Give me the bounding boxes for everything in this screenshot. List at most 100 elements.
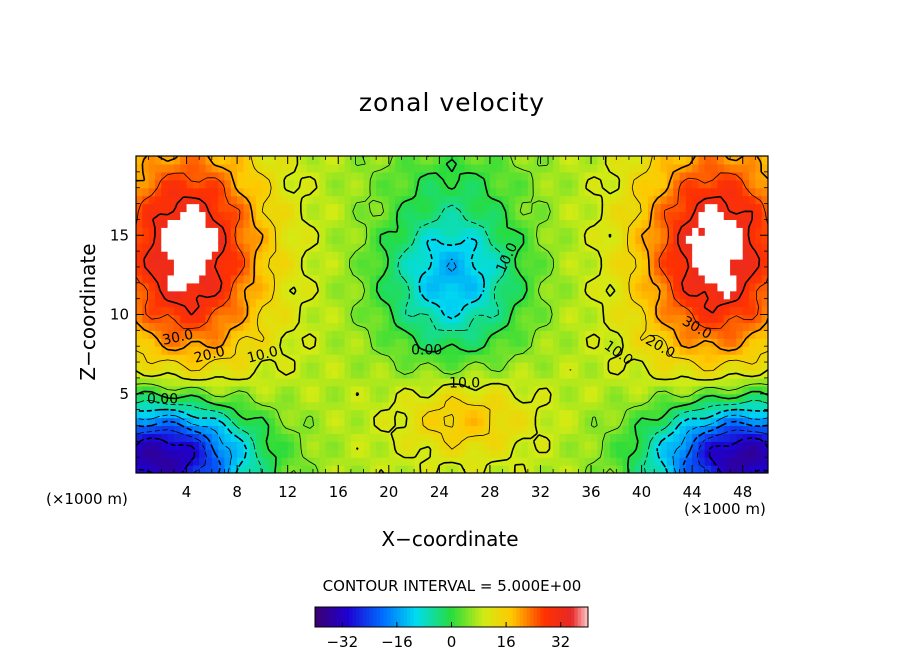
heatmap-cell (464, 465, 472, 473)
heatmap-cell (319, 227, 327, 236)
heatmap-cell (572, 401, 579, 411)
heatmap-cell (496, 156, 504, 165)
heatmap-cell (199, 171, 207, 181)
heatmap-cell (578, 219, 586, 228)
heatmap-cell (559, 298, 567, 308)
heatmap-cell (635, 243, 643, 252)
heatmap-cell (136, 322, 143, 331)
heatmap-cell (420, 433, 428, 442)
heatmap-cell (603, 251, 611, 260)
heatmap-cell (711, 417, 719, 427)
heatmap-cell (243, 346, 251, 355)
heatmap-cell (426, 171, 434, 181)
heatmap-cell (395, 156, 403, 165)
heatmap-cell (243, 314, 251, 324)
heatmap-cell (458, 393, 466, 403)
heatmap-cell (395, 401, 403, 411)
colorbar-swatch (386, 607, 391, 627)
heatmap-cell (660, 156, 668, 165)
heatmap-cell (363, 235, 371, 244)
heatmap-cell (388, 251, 396, 260)
heatmap-cell (357, 369, 365, 379)
heatmap-cell (553, 314, 561, 324)
heatmap-cell (357, 449, 365, 458)
heatmap-cell (167, 457, 175, 466)
heatmap-cell (369, 433, 377, 442)
heatmap-cell (173, 433, 181, 442)
heatmap-cell (350, 338, 358, 347)
heatmap-cell (477, 449, 485, 458)
heatmap-cell (572, 393, 579, 403)
heatmap-cell (186, 369, 194, 379)
heatmap-cell (578, 346, 586, 355)
heatmap-cell (685, 457, 693, 466)
heatmap-cell (546, 449, 554, 458)
heatmap-cell (382, 441, 390, 450)
heatmap-cell (717, 235, 725, 244)
heatmap-cell (306, 298, 314, 308)
heatmap-cell (679, 465, 687, 473)
heatmap-cell (357, 282, 365, 292)
heatmap-cell (136, 298, 143, 308)
heatmap-cell (180, 338, 188, 347)
heatmap-cell (578, 156, 586, 165)
heatmap-cell (439, 346, 447, 355)
heatmap-cell (407, 251, 415, 260)
heatmap-cell (414, 401, 421, 411)
heatmap-cell (211, 219, 219, 228)
heatmap-cell (268, 235, 276, 244)
heatmap-cell (704, 385, 712, 395)
heatmap-cell (704, 409, 712, 419)
heatmap-cell (256, 156, 263, 165)
heatmap-cell (534, 179, 542, 189)
heatmap-cell (136, 314, 143, 324)
heatmap-cell (654, 433, 662, 442)
heatmap-cell (730, 266, 737, 276)
heatmap-cell (433, 163, 440, 173)
heatmap-cell (180, 179, 188, 189)
heatmap-cell (489, 314, 497, 324)
heatmap-cell (534, 354, 542, 363)
heatmap-cell (445, 171, 453, 181)
heatmap-cell (350, 385, 358, 395)
heatmap-cell (685, 401, 693, 411)
heatmap-cell (565, 385, 573, 395)
heatmap-cell (496, 266, 504, 276)
heatmap-cell (452, 362, 459, 371)
heatmap-cell (262, 441, 270, 450)
heatmap-cell (300, 385, 308, 395)
heatmap-cell (685, 259, 693, 268)
heatmap-cell (496, 306, 504, 316)
heatmap-cell (546, 274, 554, 284)
heatmap-cell (173, 401, 181, 411)
heatmap-cell (730, 235, 737, 244)
heatmap-cell (312, 330, 320, 339)
heatmap-cell (445, 362, 453, 371)
heatmap-cell (572, 219, 579, 228)
heatmap-cell (262, 322, 270, 331)
heatmap-cell (420, 314, 428, 324)
colorbar-swatch (400, 607, 405, 627)
heatmap-cell (363, 306, 371, 316)
heatmap-cell (736, 338, 744, 347)
heatmap-cell (237, 465, 245, 473)
heatmap-cell (407, 322, 415, 331)
heatmap-cell (647, 457, 655, 466)
heatmap-cell (553, 338, 561, 347)
heatmap-cell (154, 179, 162, 189)
heatmap-cell (357, 338, 365, 347)
heatmap-cell (445, 251, 453, 260)
heatmap-cell (262, 457, 270, 466)
heatmap-cell (249, 266, 257, 276)
heatmap-cell (401, 163, 409, 173)
heatmap-cell (673, 441, 681, 450)
heatmap-cell (306, 203, 314, 213)
heatmap-cell (199, 163, 207, 173)
heatmap-cell (331, 195, 339, 205)
heatmap-cell (224, 369, 232, 379)
heatmap-cell (350, 274, 358, 284)
heatmap-cell (761, 306, 768, 316)
heatmap-cell (180, 187, 188, 197)
heatmap-cell (300, 425, 308, 434)
heatmap-cell (281, 203, 289, 213)
